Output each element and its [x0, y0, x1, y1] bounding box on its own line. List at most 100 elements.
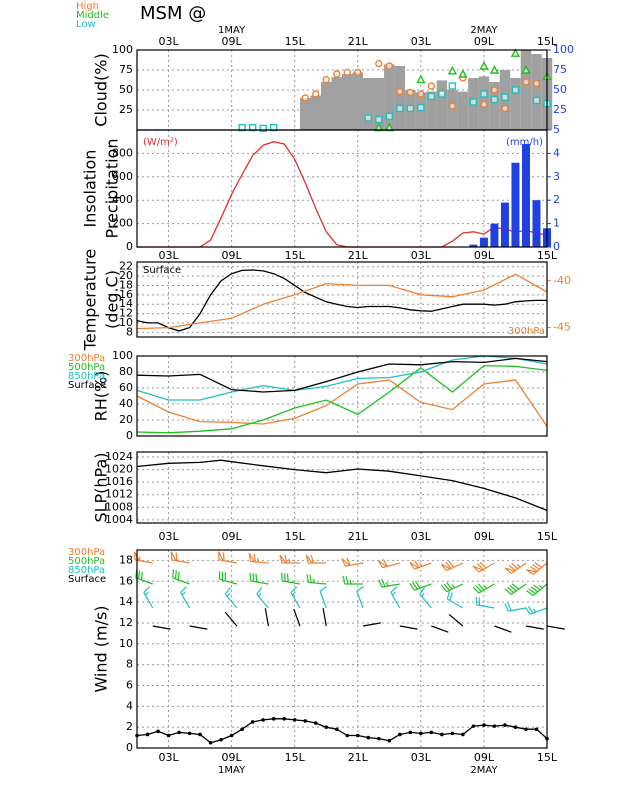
y-tick-label: 12 [119, 307, 133, 320]
total-cloud-bar [352, 72, 364, 130]
data-line [136, 273, 548, 330]
cloud-marker [510, 48, 521, 57]
wind-barb [546, 625, 565, 630]
time-tick-label: 03L [158, 249, 179, 262]
total-cloud-bar [310, 95, 321, 130]
cloud-marker [238, 123, 246, 132]
y2-tick-label: 5 [553, 123, 560, 136]
y-tick-label: 22 [119, 260, 133, 273]
y-axis-label: Insolation [81, 150, 100, 228]
cloud-marker [417, 103, 425, 112]
time-tick-label: 21L [348, 530, 369, 543]
cloud-marker [312, 90, 320, 98]
cloud-marker [333, 70, 341, 78]
wind-barb [440, 582, 464, 593]
precipitation-bar [532, 200, 541, 247]
wind-speed-dot [524, 727, 528, 732]
wind-speed-dot [324, 725, 329, 729]
date-label: 2MAY [470, 25, 498, 36]
wind-barb [494, 625, 512, 633]
wind-speed-dot [366, 735, 371, 740]
y2-tick-label: 75 [553, 63, 567, 76]
wind-speed-dot [219, 737, 223, 742]
y2-tick-label: -40 [553, 274, 571, 287]
wind-barb [342, 575, 364, 585]
wind-speed-dot [503, 723, 507, 727]
legend-entry: 300hPa [68, 353, 105, 364]
wind-barb [341, 557, 364, 567]
plot-frame [136, 129, 548, 248]
y-tick-label: 16 [119, 288, 133, 301]
cloud-marker [259, 124, 267, 133]
time-tick-label: 09L [222, 35, 243, 48]
total-cloud-bar [320, 82, 332, 130]
wind-speed-dot [198, 732, 202, 737]
time-tick-label: 09L [474, 249, 495, 262]
wind-barb [356, 585, 365, 609]
wind-speed-line [136, 718, 548, 744]
time-tick-label: 15L [537, 530, 558, 543]
cloud-marker [364, 114, 372, 122]
time-tick-label: 09L [222, 249, 243, 262]
date-label: 2MAY [470, 765, 498, 776]
y-tick-label: 25 [119, 103, 133, 116]
wind-barb [472, 583, 495, 594]
time-tick-label: 03L [411, 530, 432, 543]
wind-speed-dot [156, 729, 160, 734]
cloud-marker [490, 95, 499, 104]
wind-barb [256, 587, 269, 609]
wind-speed-dot [429, 730, 434, 735]
cloud-marker [354, 68, 362, 77]
legend-entry: 300hPa [508, 326, 545, 337]
wind-speed-dot [440, 732, 444, 737]
y-tick-label: 0 [126, 240, 133, 253]
wind-barb [189, 625, 208, 630]
wind-speed-dot [187, 731, 192, 736]
cloud-marker [396, 87, 404, 96]
y-axis-label: Precipitation [103, 138, 122, 238]
wind-barb [306, 574, 327, 585]
time-tick-label: 03L [411, 35, 432, 48]
wind-speed-dot [229, 733, 234, 738]
y-tick-label: 1016 [105, 475, 133, 488]
cloud-marker [448, 82, 457, 90]
wind-barb [472, 561, 495, 573]
cloud-marker [521, 65, 531, 74]
y-tick-label: 18 [119, 553, 133, 566]
cloud-marker [501, 93, 509, 101]
y-tick-label: 8 [126, 658, 133, 671]
time-tick-label: 03L [158, 35, 179, 48]
total-cloud-bar [447, 90, 458, 130]
time-tick-label: 21L [348, 35, 369, 48]
time-tick-label: 15L [285, 751, 306, 764]
wind-barb [305, 554, 327, 564]
total-cloud-bar [436, 80, 448, 130]
wind-speed-dot [177, 730, 181, 735]
wind-speed-dot [145, 732, 150, 737]
precipitation-bar [490, 223, 499, 247]
wind-barb [431, 625, 449, 633]
y-tick-label: 20 [119, 413, 133, 426]
total-cloud-bar [342, 74, 353, 130]
y-axis-label: Cloud(%) [92, 53, 111, 126]
total-cloud-bar [426, 91, 437, 130]
wind-barb [448, 613, 464, 627]
cloud-marker [490, 86, 499, 94]
y-tick-label: 10 [119, 637, 133, 650]
y2-tick-label: 1 [553, 217, 560, 230]
wind-speed-dot [376, 736, 381, 741]
wind-speed-dot [355, 733, 360, 738]
time-tick-label: 03L [158, 751, 179, 764]
time-tick-label: 03L [411, 249, 432, 262]
y-tick-label: 80 [119, 365, 133, 378]
plot-frame [136, 549, 548, 749]
cloud-marker [396, 104, 404, 113]
precipitation-bar [469, 244, 478, 247]
plot-frame [136, 261, 548, 338]
plot-frame [136, 451, 548, 524]
cloud-marker [427, 92, 436, 101]
wind-barb [378, 578, 400, 588]
wind-barb [526, 583, 548, 597]
y-tick-label: 2 [126, 720, 133, 733]
